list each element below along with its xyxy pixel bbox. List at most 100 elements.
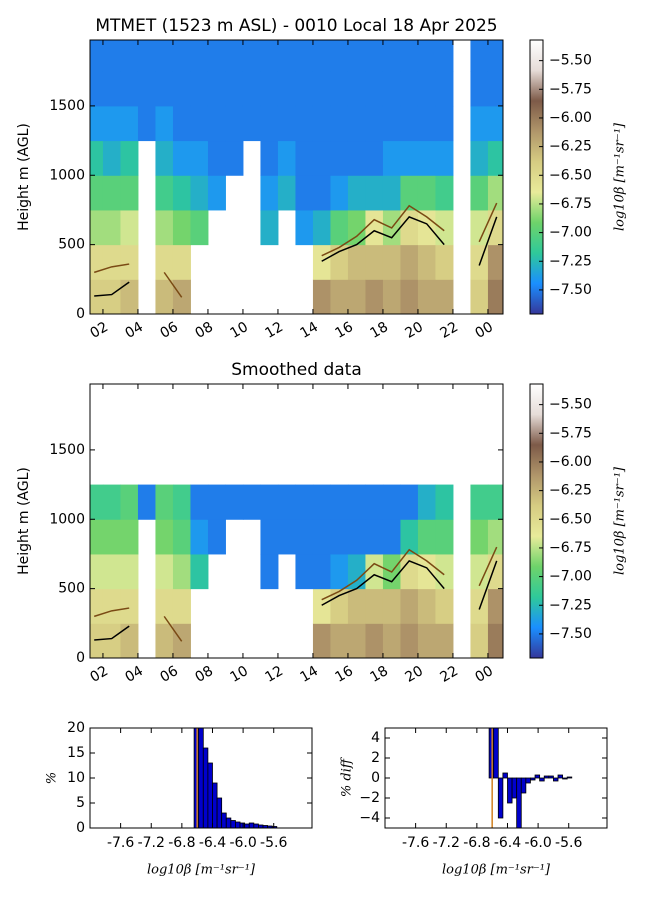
heat-cell (487, 209, 503, 246)
heat-cell (137, 40, 156, 72)
heat-cell (470, 140, 489, 176)
heat-cell (172, 105, 191, 142)
heat-cell (470, 209, 489, 246)
heat-cell (347, 40, 366, 72)
bar (230, 820, 236, 828)
heat-cell (347, 71, 366, 107)
colorbar-tick-label: −7.25 (549, 253, 592, 269)
heat-cell (102, 244, 121, 280)
heat-cell (400, 279, 419, 314)
bar (221, 812, 227, 828)
heat-cell (382, 484, 401, 520)
heat-cell (172, 484, 191, 520)
heat-cell (382, 588, 401, 624)
heat-cell (382, 40, 401, 72)
heat-cell (382, 140, 401, 176)
y-tick-label: 1500 (49, 98, 85, 114)
heat-cell (347, 623, 366, 658)
y-axis-label: % (45, 772, 60, 784)
heat-cell (347, 484, 366, 520)
x-tick-label: -6.8 (168, 835, 195, 851)
heat-cell (487, 105, 503, 142)
heat-cell (102, 40, 121, 72)
heat-cell (277, 140, 296, 176)
heat-cell (435, 244, 454, 280)
heat-cell (330, 40, 349, 72)
heat-cell (102, 175, 121, 211)
heat-cell (400, 105, 419, 142)
x-tick-label: 18 (368, 319, 391, 342)
heat-cell (155, 71, 174, 107)
heat-cell (172, 553, 191, 590)
heat-cell (417, 484, 436, 520)
heat-cell (435, 623, 454, 658)
heat-cell (435, 484, 454, 520)
y-tick-label: 15 (67, 745, 85, 761)
bar (502, 772, 508, 779)
heat-cell (155, 588, 174, 624)
heat-cell (277, 71, 296, 107)
heat-cell (137, 105, 156, 142)
bar (244, 823, 250, 828)
heat-cell (102, 140, 121, 176)
bar (207, 762, 213, 828)
heat-cell (382, 175, 401, 211)
heat-cell (330, 553, 349, 590)
heat-cell (120, 175, 139, 211)
heat-cell (365, 623, 384, 658)
x-tick-label: -7.2 (433, 835, 460, 851)
heat-cell (155, 244, 174, 280)
heat-cell (417, 623, 436, 658)
colorbar-tick-label: −6.00 (549, 110, 592, 126)
heat-cell (312, 623, 331, 658)
heat-cell (90, 553, 104, 590)
colorbar-label: log10β [m⁻¹sr⁻¹] (613, 466, 628, 575)
heat-cell (120, 140, 139, 176)
bar (225, 817, 232, 828)
heat-cell (120, 244, 139, 280)
x-tick-label: 16 (333, 663, 357, 686)
heat-cell (225, 140, 244, 176)
heat-cell (260, 40, 279, 72)
heat-cell (260, 519, 279, 555)
heat-cell (90, 175, 104, 211)
x-tick-label: 00 (473, 663, 496, 686)
heat-cell (382, 623, 401, 658)
heat-cell (190, 209, 209, 246)
bar (525, 777, 531, 784)
y-tick-label: 0 (76, 650, 85, 666)
colorbar-tick-label: −7.00 (549, 225, 592, 241)
heat-cell (400, 623, 419, 658)
heat-cell (470, 105, 489, 142)
heat-cell (312, 140, 331, 176)
y-tick-label: 5 (76, 795, 85, 811)
heat-cell (365, 175, 384, 211)
heat-cell (330, 484, 349, 520)
bar (562, 777, 568, 780)
heat-cell (295, 71, 314, 107)
heat-cell (90, 623, 104, 658)
heat-cell (155, 209, 174, 246)
bar (212, 782, 218, 828)
bar (216, 797, 223, 828)
y-tick-label: 2 (371, 750, 380, 766)
plot-frame (384, 727, 608, 829)
heat-cell (277, 519, 296, 555)
heat-cell (382, 71, 401, 107)
heat-cell (90, 40, 104, 72)
heat-cell (102, 519, 121, 555)
heat-cell (435, 519, 454, 555)
heat-cell (172, 40, 191, 72)
colorbar-tick-label: −7.50 (549, 626, 592, 642)
heat-cell (190, 71, 209, 107)
heat-cell (225, 105, 244, 142)
boundary-line (94, 559, 498, 641)
colorbar-tick-label: −6.50 (549, 511, 592, 527)
heat-cell (207, 71, 226, 107)
x-tick-label: 06 (158, 663, 182, 686)
heat-cell (417, 519, 436, 555)
heat-cell (102, 279, 121, 314)
heat-cell (470, 519, 489, 555)
heat-cell (90, 71, 104, 107)
heat-cell (172, 175, 191, 211)
